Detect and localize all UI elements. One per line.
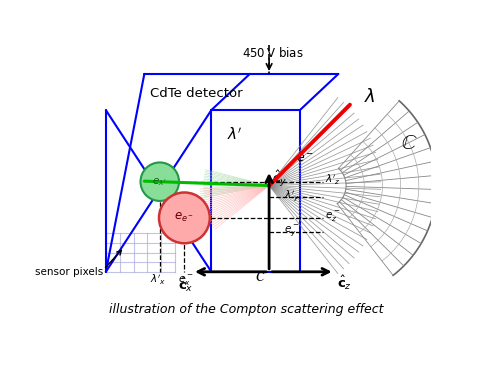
Circle shape [159, 192, 210, 243]
Text: $\mathbb{C}$: $\mathbb{C}$ [401, 133, 418, 153]
Text: $\lambda'_z$: $\lambda'_z$ [325, 173, 341, 187]
Text: $450\,\mathrm{V}$ bias: $450\,\mathrm{V}$ bias [242, 46, 304, 60]
Text: $e_{\lambda^\prime}$: $e_{\lambda^\prime}$ [153, 176, 167, 187]
Text: $\lambda'_x$: $\lambda'_x$ [150, 273, 166, 287]
Text: $\lambda'$: $\lambda'$ [227, 126, 242, 143]
Text: $e^-$: $e^-$ [296, 152, 314, 165]
Circle shape [141, 163, 179, 201]
Text: CdTe detector: CdTe detector [150, 87, 242, 100]
Text: $\mathcal{C}$: $\mathcal{C}$ [255, 269, 265, 285]
Text: $e^-_z$: $e^-_z$ [325, 209, 341, 223]
Text: $\lambda'_y$: $\lambda'_y$ [285, 188, 300, 203]
Text: $\hat{\mathbf{c}}_x$: $\hat{\mathbf{c}}_x$ [178, 276, 194, 294]
Text: $e_{e^-}$: $e_{e^-}$ [174, 211, 194, 224]
Text: sensor pixels: sensor pixels [36, 267, 104, 277]
Text: $\hat{\mathbf{c}}_y$: $\hat{\mathbf{c}}_y$ [272, 169, 288, 189]
Text: $\hat{\mathbf{c}}_z$: $\hat{\mathbf{c}}_z$ [337, 274, 352, 292]
Text: illustration of the Compton scattering effect: illustration of the Compton scattering e… [109, 302, 383, 315]
Text: $e^-_x$: $e^-_x$ [178, 273, 194, 286]
Text: $e^-_y$: $e^-_y$ [285, 223, 300, 237]
Text: $\lambda$: $\lambda$ [364, 88, 375, 106]
